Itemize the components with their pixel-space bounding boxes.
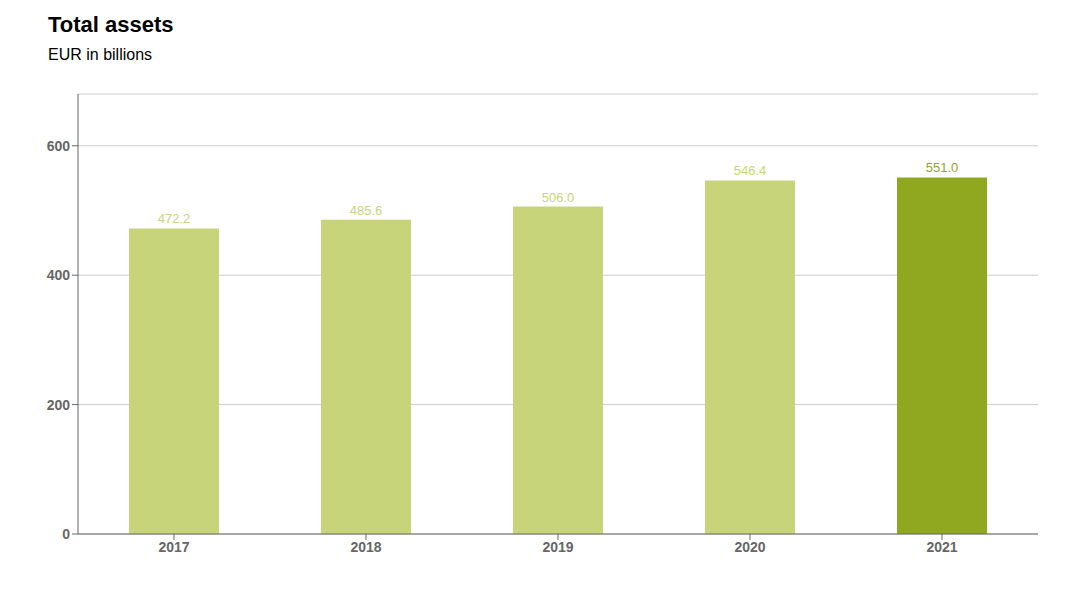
svg-text:2021: 2021 xyxy=(926,539,957,555)
html-text:Total assets: Total assets xyxy=(48,12,174,37)
svg-text:485.6: 485.6 xyxy=(350,203,383,218)
svg-text:546.4: 546.4 xyxy=(734,163,767,178)
svg-text:472.2: 472.2 xyxy=(158,211,191,226)
svg-text:200: 200 xyxy=(47,397,71,413)
html-text:EUR in billions: EUR in billions xyxy=(48,46,152,63)
svg-text:506.0: 506.0 xyxy=(542,190,575,205)
svg-text:551.0: 551.0 xyxy=(926,160,959,175)
svg-text:600: 600 xyxy=(47,138,71,154)
svg-text:2019: 2019 xyxy=(542,539,573,555)
svg-text:2018: 2018 xyxy=(350,539,381,555)
svg-text:0: 0 xyxy=(62,526,70,542)
svg-text:2020: 2020 xyxy=(734,539,765,555)
svg-text:400: 400 xyxy=(47,267,71,283)
svg-text:2017: 2017 xyxy=(158,539,189,555)
